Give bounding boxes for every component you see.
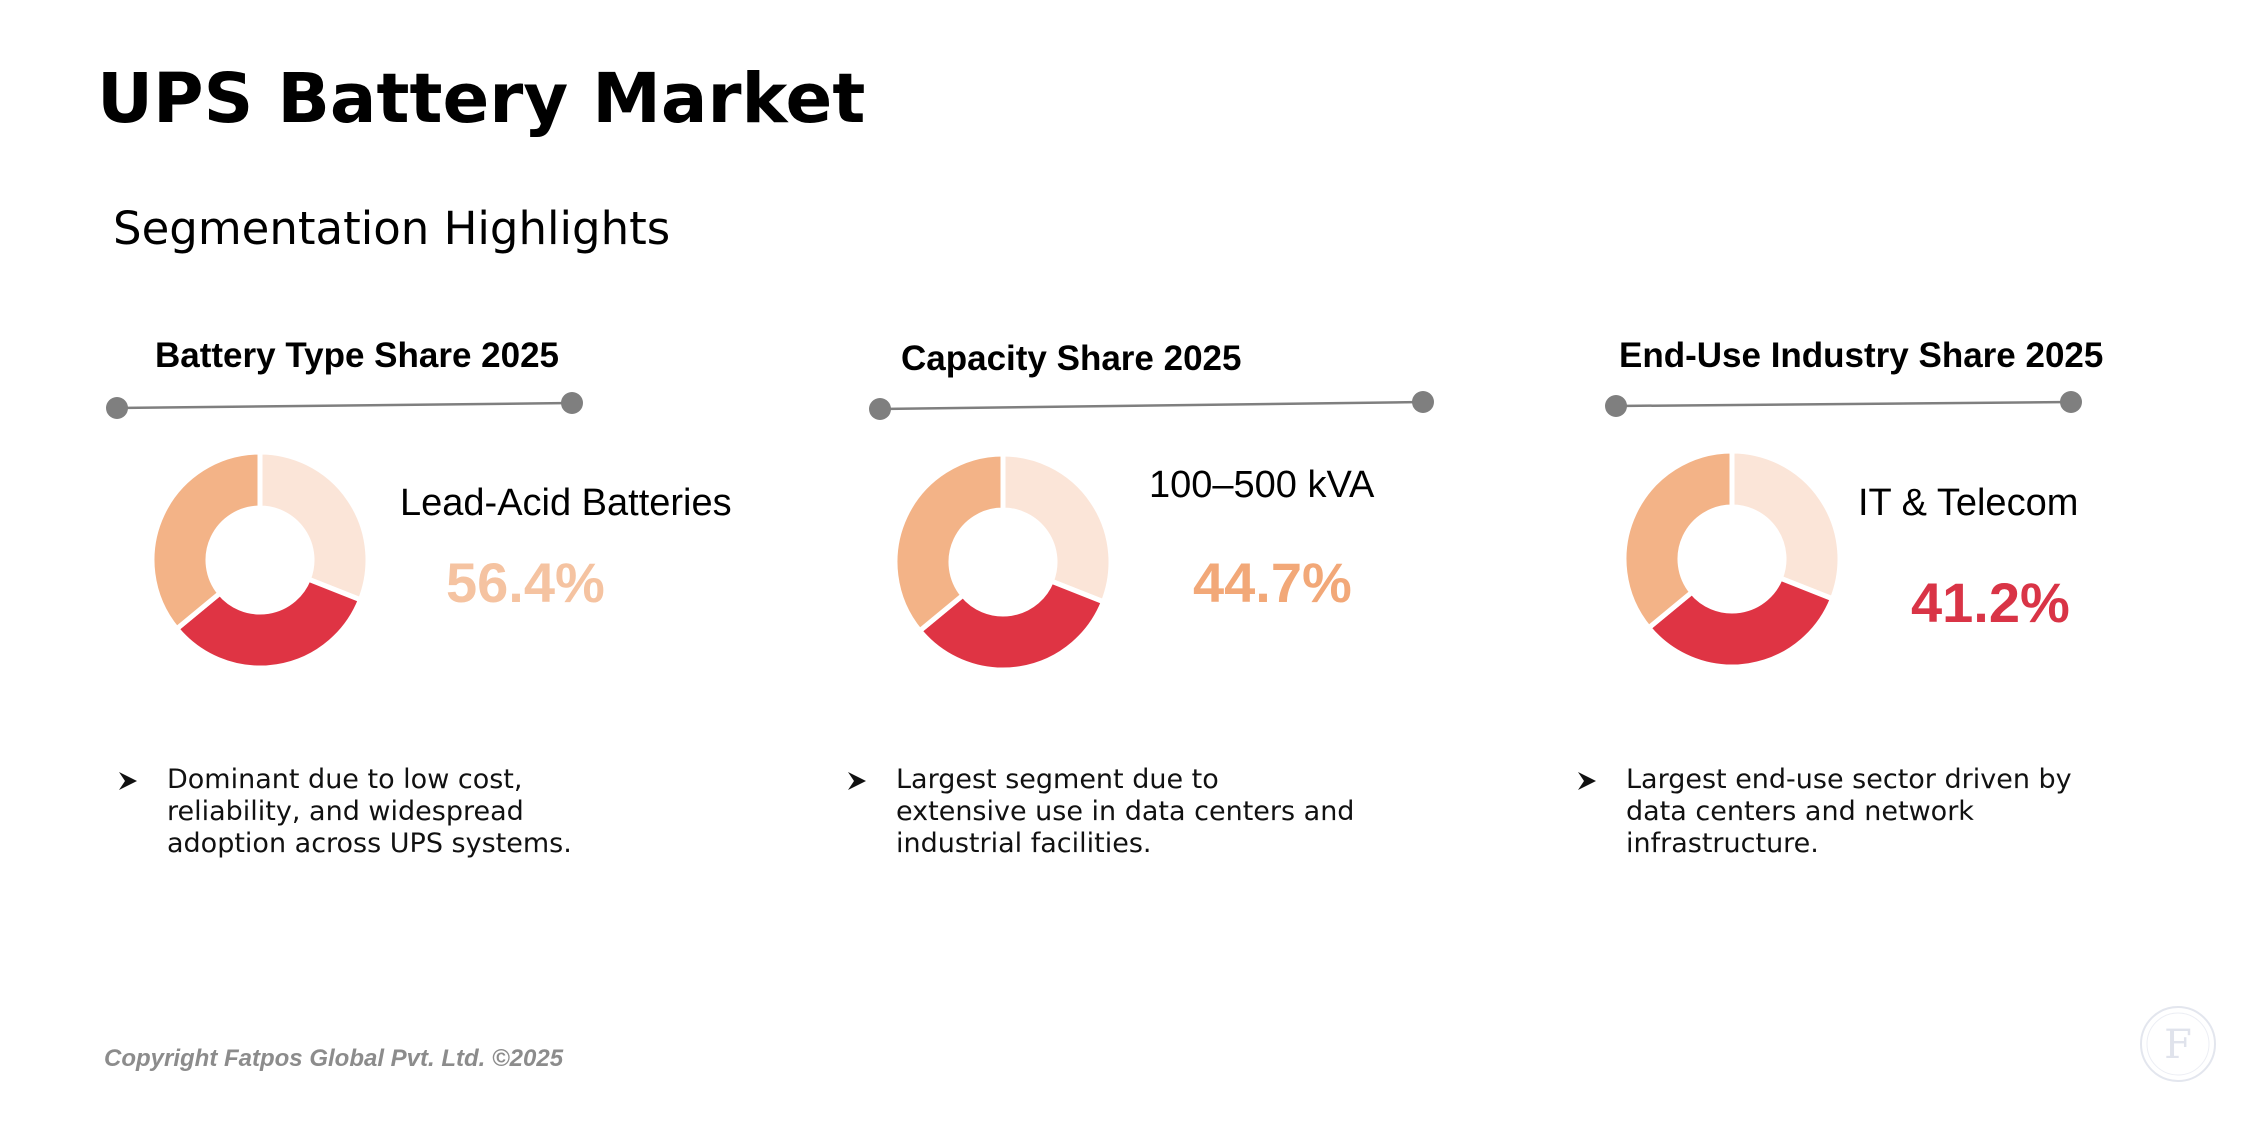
title-rule-dot-left xyxy=(1605,395,1627,417)
title-rule-line xyxy=(116,401,573,410)
title-rule xyxy=(106,392,583,419)
donut-slice-1 xyxy=(1729,448,1843,603)
donut-slice-2 xyxy=(916,577,1107,673)
title-rule xyxy=(1605,391,2082,417)
title-rule-dot-right xyxy=(1412,391,1434,413)
segment-label: IT & Telecom xyxy=(1858,482,2079,524)
panel-capacity: Capacity Share 2025 100–500 kVA 44.7% La… xyxy=(848,330,1568,890)
logo-letter: F xyxy=(2164,1022,2192,1068)
bullet-text: Dominant due to low cost, reliability, a… xyxy=(167,764,572,859)
donut-chart xyxy=(892,451,1114,673)
title-rule xyxy=(869,391,1434,420)
arrowhead-bullet-icon xyxy=(1578,772,1596,790)
title-rule-line xyxy=(879,400,1424,411)
donut-slice-2 xyxy=(1645,574,1836,670)
panel-title: Capacity Share 2025 xyxy=(901,339,1242,378)
segment-label: 100–500 kVA xyxy=(1149,464,1375,506)
panel-end-use-industry: End-Use Industry Share 2025 IT & Telecom… xyxy=(1578,330,2249,890)
bullet-text: Largest segment due to extensive use in … xyxy=(896,764,1355,859)
segment-label: Lead-Acid Batteries xyxy=(400,482,732,524)
segment-value: 44.7% xyxy=(1193,551,1352,614)
title-rule-dot-right xyxy=(561,392,583,414)
panel-title: Battery Type Share 2025 xyxy=(155,336,560,375)
title-rule-dot-left xyxy=(869,398,891,420)
arrowhead-bullet-icon xyxy=(119,772,137,790)
donut-slice-3 xyxy=(1621,448,1735,632)
donut-slice-2 xyxy=(173,575,364,671)
donut-chart xyxy=(149,449,371,671)
segment-value: 56.4% xyxy=(446,551,605,614)
donut-slice-1 xyxy=(1000,451,1114,606)
donut-slice-3 xyxy=(892,451,1006,635)
donut-slice-3 xyxy=(149,449,263,633)
panel-battery-type: Battery Type Share 2025 Lead-Acid Batter… xyxy=(105,330,805,890)
donut-slice-1 xyxy=(257,449,371,604)
bullet-point: Largest segment due to extensive use in … xyxy=(846,764,1356,860)
bullet-text: Largest end-use sector driven by data ce… xyxy=(1626,764,2072,859)
title-rule-line xyxy=(1615,400,2072,408)
segment-value: 41.2% xyxy=(1911,571,2070,634)
copyright-text: Copyright Fatpos Global Pvt. Ltd. ©2025 xyxy=(104,1045,564,1072)
panel-title: End-Use Industry Share 2025 xyxy=(1619,336,2104,375)
arrowhead-bullet-icon xyxy=(848,772,866,790)
bullet-point: Dominant due to low cost, reliability, a… xyxy=(117,764,587,860)
page-title: UPS Battery Market xyxy=(97,59,866,139)
title-rule-dot-left xyxy=(106,397,128,419)
bullet-point: Largest end-use sector driven by data ce… xyxy=(1576,764,2086,860)
fatpos-logo-icon: F xyxy=(2140,1006,2216,1082)
donut-chart xyxy=(1621,448,1843,670)
page-subtitle: Segmentation Highlights xyxy=(113,202,671,255)
title-rule-dot-right xyxy=(2060,391,2082,413)
